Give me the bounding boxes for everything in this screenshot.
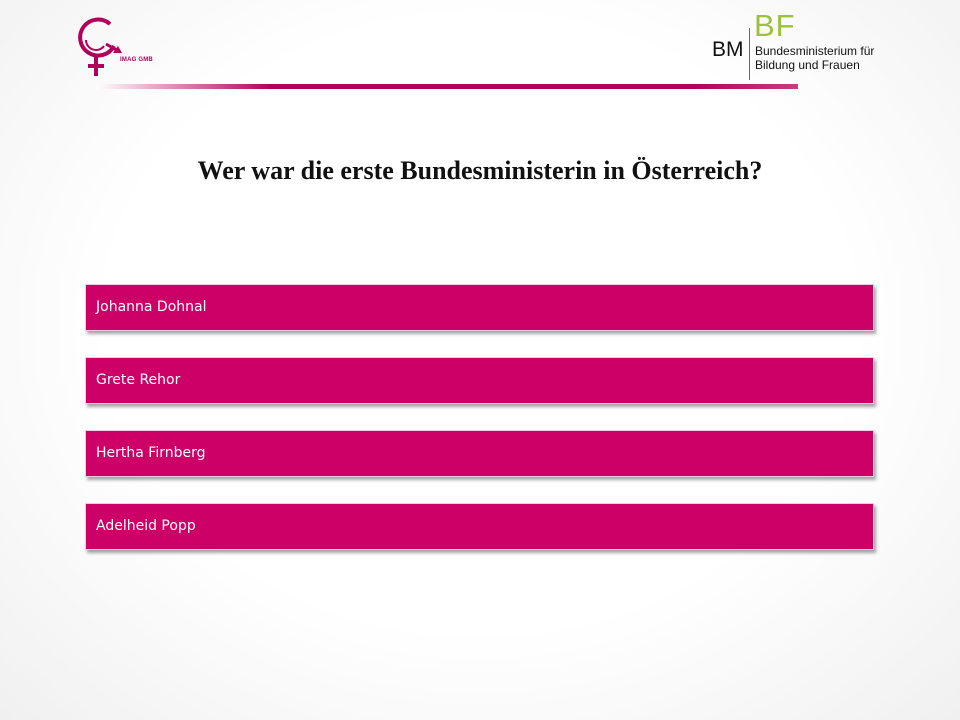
- venus-symbol-icon: [78, 17, 122, 76]
- ministry-logo-divider: [749, 28, 750, 80]
- question-title: Wer war die erste Bundesministerin in Ös…: [197, 156, 763, 185]
- answer-label: Adelheid Popp: [96, 518, 196, 534]
- answer-label: Johanna Dohnal: [96, 299, 207, 315]
- ministry-logo-bm: BM: [712, 38, 744, 61]
- answer-label: Hertha Firnberg: [96, 445, 206, 461]
- answer-option-hertha-firnberg[interactable]: Hertha Firnberg: [85, 430, 874, 477]
- imag-logo: IMAG GMB: [74, 16, 174, 80]
- ministry-logo: BM BF Bundesministerium für Bildung und …: [708, 8, 908, 82]
- ministry-name-line1: Bundesministerium für: [755, 44, 875, 58]
- answer-option-adelheid-popp[interactable]: Adelheid Popp: [85, 503, 874, 550]
- header-divider: [96, 84, 798, 89]
- imag-logo-text: IMAG GMB: [120, 57, 153, 63]
- ministry-logo-bf: BF: [754, 8, 796, 43]
- answer-label: Grete Rehor: [96, 372, 181, 388]
- answer-list: Johanna Dohnal Grete Rehor Hertha Firnbe…: [85, 284, 874, 576]
- ministry-name-line2: Bildung und Frauen: [755, 58, 860, 72]
- answer-option-johanna-dohnal[interactable]: Johanna Dohnal: [85, 284, 874, 331]
- answer-option-grete-rehor[interactable]: Grete Rehor: [85, 357, 874, 404]
- header: IMAG GMB BM BF Bundesministerium für Bil…: [0, 0, 960, 100]
